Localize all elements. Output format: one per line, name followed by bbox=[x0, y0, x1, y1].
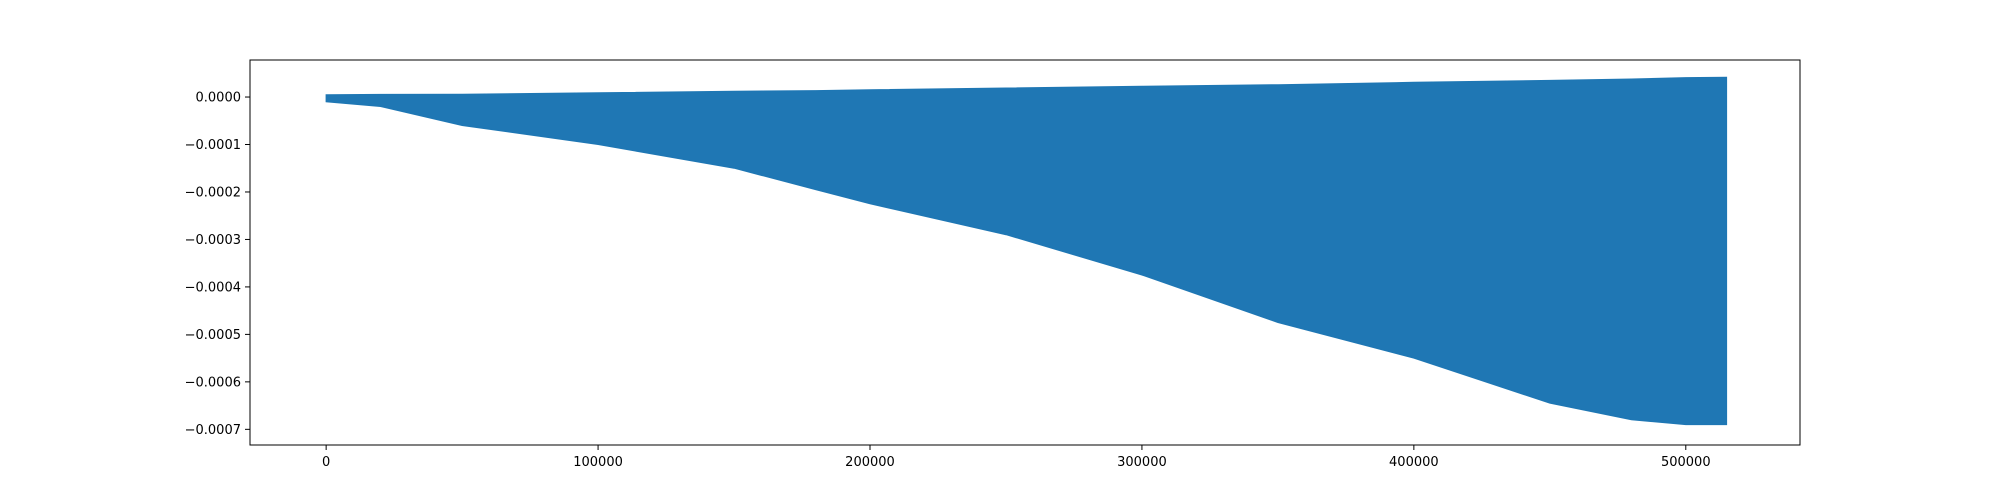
x-tick-label-2: 200000 bbox=[845, 455, 895, 470]
y-tick-label-2: −0.0002 bbox=[185, 185, 241, 200]
y-tick-label-0: 0.0000 bbox=[196, 91, 242, 106]
y-tick-label-7: −0.0007 bbox=[185, 423, 241, 438]
x-tick-label-5: 500000 bbox=[1661, 455, 1711, 470]
axes-frame bbox=[249, 59, 1801, 446]
y-tick-label-4: −0.0004 bbox=[185, 280, 241, 295]
x-tick-label-4: 400000 bbox=[1389, 455, 1439, 470]
y-tick-label-6: −0.0006 bbox=[185, 375, 241, 390]
y-tick-label-3: −0.0003 bbox=[185, 233, 241, 248]
plot-area bbox=[325, 76, 1728, 426]
series-envelope-0 bbox=[325, 76, 1728, 426]
x-axis: 0 100000 200000 300000 400000 500000 bbox=[322, 445, 1711, 470]
y-tick-label-1: −0.0001 bbox=[185, 138, 241, 153]
x-tick-label-3: 300000 bbox=[1117, 455, 1167, 470]
x-tick-label-0: 0 bbox=[322, 455, 330, 470]
x-tick-label-1: 100000 bbox=[573, 455, 623, 470]
y-axis: 0.0000 −0.0001 −0.0002 −0.0003 −0.0004 −0.000… bbox=[185, 91, 250, 438]
y-tick-label-5: −0.0005 bbox=[185, 328, 241, 343]
